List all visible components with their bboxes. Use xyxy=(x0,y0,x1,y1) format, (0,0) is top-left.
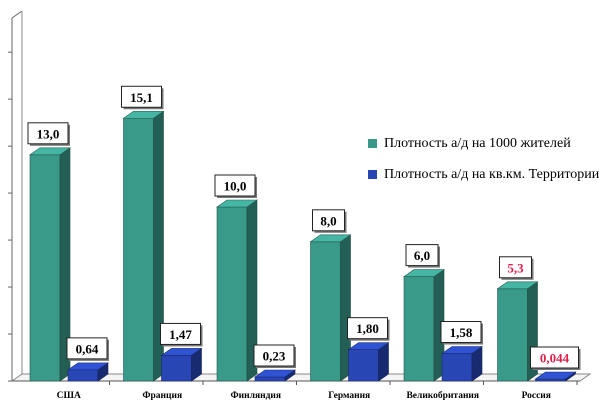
legend-swatch-series-2 xyxy=(368,170,377,179)
data-label-series-2-3-box xyxy=(347,317,388,340)
bar-series-1-3 xyxy=(309,234,352,382)
data-label-series-1-2: 10,0 xyxy=(214,174,257,198)
bar-series-2-3-top xyxy=(347,342,390,350)
y-axis-wall xyxy=(11,10,23,381)
bar-series-1-1-top xyxy=(122,110,165,119)
bar-series-2-0-top xyxy=(67,362,109,371)
legend-item-series-1: Плотность а/д на 1000 жителей xyxy=(368,135,603,152)
x-axis-ticks: США Франция Финляндия Германия Великобритани… xyxy=(57,381,578,401)
bar-series-1-5-front xyxy=(497,288,528,382)
data-label-series-2-4: 1,58 xyxy=(440,321,483,345)
data-label-series-1-4: 6,0 xyxy=(405,244,440,268)
data-label-series-2-1: 1,47 xyxy=(160,322,203,347)
data-label-series-2-3-text: 1,80 xyxy=(356,321,379,336)
bar-series-2-5-top xyxy=(534,371,577,380)
bars-layer xyxy=(29,110,577,382)
bar-series-2-1 xyxy=(160,347,203,382)
bar-series-1-4-top xyxy=(403,269,445,277)
bar-series-1-4 xyxy=(403,269,445,382)
x-tick-label-1: Франция xyxy=(142,391,182,401)
legend-label-series-1: Плотность а/д на 1000 жителей xyxy=(384,136,571,151)
bar-series-1-1 xyxy=(122,110,165,382)
data-label-series-1-3-box xyxy=(312,209,345,232)
data-label-series-1-3-text: 8,0 xyxy=(320,213,336,228)
bar-series-1-2-front xyxy=(216,206,248,382)
x-tick-label-2: Финляндия xyxy=(231,391,281,401)
bar-series-2-1-front xyxy=(161,355,192,382)
data-label-series-1-3: 8,0 xyxy=(312,209,347,233)
data-label-series-1-4-box xyxy=(405,244,439,267)
bar-series-2-4-front xyxy=(441,353,473,382)
data-label-series-2-4-box xyxy=(440,321,482,344)
bar-series-2-2 xyxy=(254,369,296,382)
bar-series-2-2-top xyxy=(254,369,296,378)
data-label-series-2-5: 0,044 xyxy=(530,346,581,370)
bar-series-1-1-front xyxy=(123,117,154,382)
data-label-series-2-5-box xyxy=(530,346,579,369)
x-tick-label-5: Россия xyxy=(522,391,551,401)
data-label-series-2-2-box xyxy=(253,344,295,367)
bar-series-2-3 xyxy=(347,342,390,382)
bar-series-2-1-top xyxy=(160,348,203,356)
data-label-series-2-0-box xyxy=(66,337,108,360)
bar-series-1-2 xyxy=(216,199,258,382)
bar-series-1-0-front xyxy=(29,154,61,382)
bar-series-1-0 xyxy=(29,147,71,382)
data-label-series-1-1: 15,1 xyxy=(121,85,164,110)
data-label-series-1-0-box xyxy=(27,122,69,145)
data-label-series-2-3: 1,80 xyxy=(347,317,390,341)
bar-series-1-5-top xyxy=(496,281,539,290)
bar-series-1-4-front xyxy=(403,276,435,382)
data-label-series-1-2-box xyxy=(214,174,256,197)
data-label-series-1-2-text: 10,0 xyxy=(224,179,247,194)
bar-series-2-5 xyxy=(534,371,577,382)
bar-series-1-3-front xyxy=(310,241,341,382)
data-label-series-2-1-text: 1,47 xyxy=(169,327,192,342)
x-tick-label-3: Германия xyxy=(328,391,370,401)
x-tick-label-0: США xyxy=(57,391,81,401)
bar-series-2-4 xyxy=(441,345,483,382)
data-label-series-1-1-text: 15,1 xyxy=(130,90,153,105)
bar-series-2-2-front xyxy=(254,376,286,382)
data-label-series-2-1-box xyxy=(160,322,201,345)
legend-label-series-2: Плотность а/д на кв.км. Территории xyxy=(384,167,600,182)
data-label-series-2-2: 0,23 xyxy=(253,344,296,368)
data-label-series-1-5: 5,3 xyxy=(499,256,534,280)
data-label-series-1-5-text: 5,3 xyxy=(507,260,524,275)
bar-series-1-3-top xyxy=(309,234,352,243)
bar-series-2-3-front xyxy=(348,349,379,382)
data-label-series-1-0-text: 13,0 xyxy=(37,126,60,141)
data-label-series-2-0: 0,64 xyxy=(66,337,109,361)
bar-series-1-0-top xyxy=(29,147,71,156)
data-label-series-1-4-text: 6,0 xyxy=(414,248,430,263)
legend: Плотность а/д на 1000 жителей Плотность … xyxy=(368,135,603,197)
data-label-series-1-1-box xyxy=(121,85,162,108)
data-labels-layer: 13,0 0,64 15,1 1,47 10,0 0,23 8,0 1,80 6,0 1,58 5,… xyxy=(27,85,581,370)
bar-series-1-2-top xyxy=(216,199,258,208)
data-label-series-2-0-text: 0,64 xyxy=(76,341,99,356)
bar-series-2-0 xyxy=(67,362,109,382)
bar-series-2-0-front xyxy=(67,369,99,382)
legend-item-series-2: Плотность а/д на кв.км. Территории xyxy=(368,166,603,183)
x-tick-label-4: Великобритания xyxy=(406,390,479,401)
data-label-series-1-0: 13,0 xyxy=(27,122,70,146)
legend-swatch-series-1 xyxy=(368,139,377,148)
data-label-series-2-4-text: 1,58 xyxy=(450,325,473,340)
data-label-series-1-5-box xyxy=(499,256,532,279)
data-label-series-2-5-text: 0,044 xyxy=(540,351,570,366)
bar-series-2-4-top xyxy=(441,346,483,354)
data-label-series-2-2-text: 0,23 xyxy=(263,348,286,363)
